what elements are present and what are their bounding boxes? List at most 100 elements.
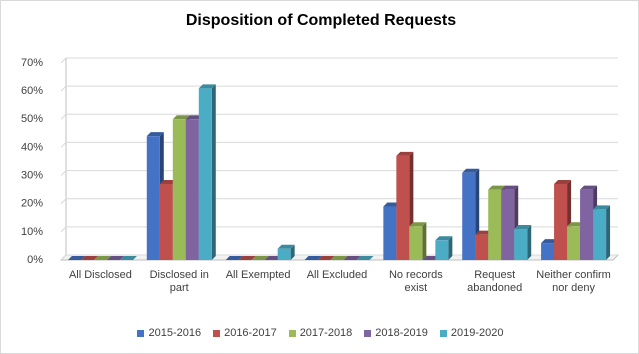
x-tick-label: All Exempted [225, 269, 291, 281]
legend-item: 2019-2020 [439, 327, 504, 339]
bar-top [343, 256, 361, 260]
grid-line [60, 57, 618, 64]
bar-top [172, 115, 190, 120]
bar-top [106, 256, 124, 260]
bar-top [409, 222, 427, 227]
x-tick-label: Neither confirm nor deny [536, 269, 611, 294]
bar-side [448, 236, 453, 260]
bar-top [554, 180, 572, 185]
legend-item: 2015-2016 [137, 327, 201, 339]
bar-side [290, 244, 295, 260]
bar [462, 172, 476, 260]
bar-top [541, 239, 559, 244]
bar-top [119, 256, 137, 260]
bar [146, 136, 160, 260]
x-tick-label: All Disclosed [68, 269, 132, 281]
bar [172, 119, 186, 261]
bar-top [277, 244, 295, 249]
bar [514, 229, 528, 260]
bar [567, 226, 581, 260]
legend-label: 2017-2018 [299, 327, 353, 339]
bar [198, 88, 212, 260]
bar-top [93, 256, 111, 260]
bar-top [80, 256, 98, 260]
x-tick-label: All Excluded [306, 269, 368, 281]
bar-top [238, 256, 256, 260]
legend-label: 2015-2016 [148, 327, 202, 339]
bar-top [251, 256, 269, 260]
legend-item: 2018-2019 [364, 327, 428, 339]
bar-top [67, 256, 85, 260]
bar [159, 184, 173, 260]
y-tick-label: 50% [21, 113, 43, 125]
legend-swatch [364, 329, 372, 337]
bar-top [264, 256, 282, 260]
bar [593, 209, 607, 260]
legend-item: 2016-2017 [213, 327, 277, 339]
grid-line [60, 226, 618, 233]
bar-top [304, 256, 322, 260]
x-tick-label: Disclosed in part [149, 269, 209, 294]
grid-line [60, 141, 618, 148]
bar-top [580, 185, 598, 190]
bar [475, 234, 489, 260]
bar [277, 248, 291, 260]
bar [435, 240, 449, 260]
bar-top [462, 168, 480, 173]
y-tick-label: 70% [21, 57, 43, 69]
grid-line [60, 85, 618, 92]
bar-top [317, 256, 335, 260]
grid-line [60, 170, 618, 176]
bar-top [422, 256, 440, 260]
y-tick-label: 20% [21, 198, 43, 210]
bar-top [475, 230, 493, 235]
bar-top [330, 256, 348, 260]
legend-swatch [213, 329, 221, 337]
bar-top [159, 180, 177, 185]
x-tick-label: No records exist [388, 269, 443, 294]
bar [409, 226, 423, 260]
bar-top [593, 205, 611, 210]
bar-top [225, 256, 243, 260]
bar-top [488, 185, 506, 190]
y-tick-label: 10% [21, 226, 43, 238]
bar-top [396, 151, 414, 156]
bar-top [356, 256, 374, 260]
bar-side [211, 84, 216, 260]
bar-side [606, 205, 611, 260]
legend-swatch [439, 329, 447, 337]
bar-top [501, 185, 519, 190]
chart-title: Disposition of Completed Requests [186, 12, 456, 29]
grid-line [60, 254, 618, 261]
bar-top [185, 115, 203, 120]
bar [383, 206, 397, 260]
legend-item: 2017-2018 [288, 327, 353, 339]
bar [185, 119, 199, 261]
legend-swatch [288, 329, 296, 337]
bar-top [383, 202, 401, 207]
y-tick-label: 0% [27, 254, 43, 266]
legend-swatch [137, 329, 145, 337]
bar-side [527, 225, 532, 260]
bar [488, 189, 502, 260]
bar-top [435, 236, 453, 241]
bar-top [198, 84, 216, 89]
legend-label: 2016-2017 [224, 327, 277, 339]
legend-label: 2018-2019 [375, 327, 428, 339]
bar [501, 189, 515, 260]
bar-top [514, 225, 532, 230]
bar [580, 189, 594, 260]
legend: 2015-2016 2016-2017 2017-2018 2018-2019 2019… [1, 327, 638, 339]
bar [396, 155, 410, 260]
bar [541, 243, 555, 260]
bar-side [422, 222, 427, 260]
x-tick-label: Request abandoned [467, 269, 523, 294]
bar [554, 184, 568, 260]
bar-top [567, 222, 585, 227]
y-tick-label: 30% [21, 169, 43, 181]
legend-label: 2019-2020 [450, 327, 504, 339]
bar-top [146, 132, 164, 137]
y-tick-label: 40% [21, 141, 43, 153]
